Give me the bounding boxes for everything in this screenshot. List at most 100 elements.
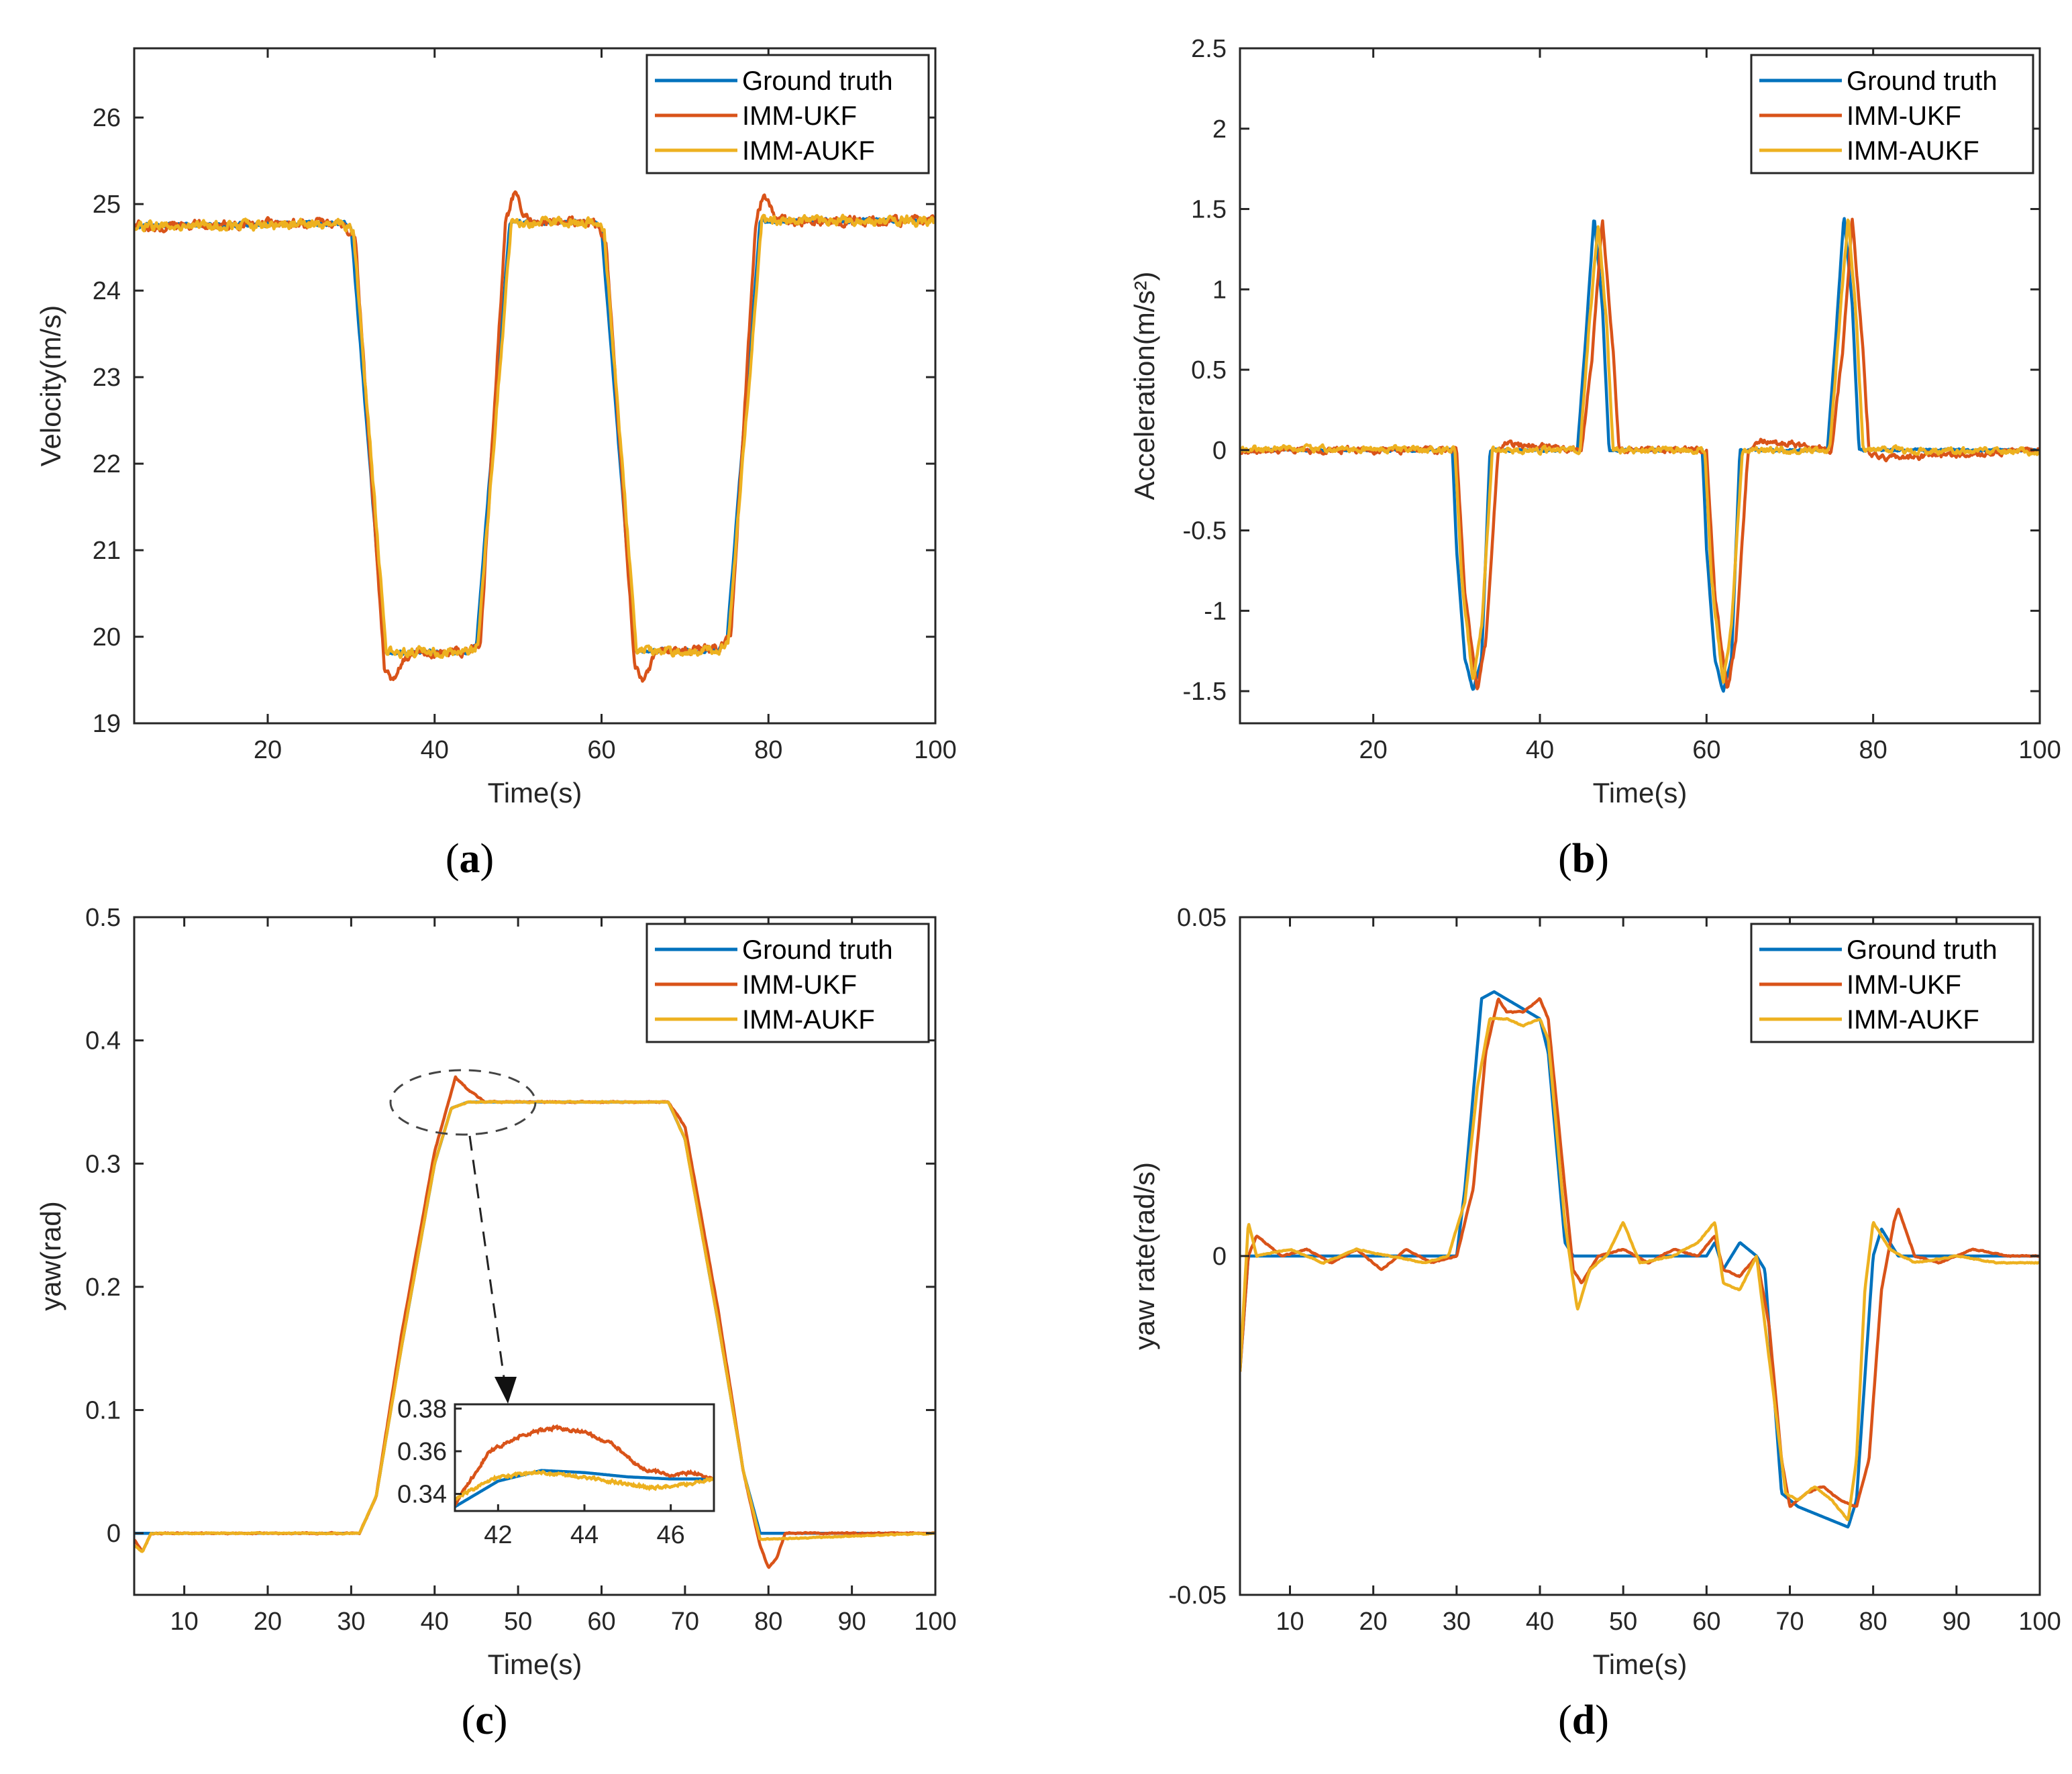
legend-entry: IMM-UKF — [742, 970, 857, 1000]
inset-series-line — [455, 1469, 714, 1508]
y-tick-label: 0.3 — [85, 1150, 121, 1178]
x-tick-label: 30 — [337, 1608, 365, 1636]
inset-x-tick-label: 46 — [657, 1521, 685, 1549]
y-tick-label: 0.5 — [85, 904, 121, 932]
x-tick-label: 100 — [2018, 736, 2061, 764]
panel-b: 20 40 60 80 100 -1.5 -1 -0.5 0 0.5 1 1.5 2 2.5 Time(s)… — [1129, 35, 2061, 882]
x-tick-label: 80 — [754, 1608, 782, 1636]
zoom-highlight-ellipse — [389, 1069, 537, 1136]
x-tick-label: 30 — [1443, 1608, 1471, 1636]
series-line-ground-truth — [134, 216, 935, 657]
y-tick-label: 25 — [93, 191, 121, 219]
zoom-inset: 42 44 46 0.34 0.36 0.38 — [389, 1069, 715, 1549]
x-tick-label: 90 — [1943, 1608, 1971, 1636]
y-tick-label: 0 — [1212, 1243, 1227, 1271]
x-tick-label: 20 — [1359, 1608, 1388, 1636]
x-tick-label: 80 — [1859, 736, 1887, 764]
inset-y-tick-label: 0.38 — [397, 1395, 447, 1423]
legend: Ground truth IMM-UKF IMM-AUKF — [645, 923, 930, 1043]
x-tick-label: 60 — [1692, 1608, 1720, 1636]
plot-area — [1240, 990, 2040, 1529]
legend-entry: Ground truth — [742, 935, 893, 965]
x-tick-label: 50 — [504, 1608, 532, 1636]
y-axis-label: yaw(rad) — [35, 1201, 66, 1310]
y-tick-label: 0.2 — [85, 1273, 121, 1302]
legend: Ground truth IMM-UKF IMM-AUKF — [645, 54, 930, 174]
inset-y-tick-label: 0.36 — [397, 1438, 447, 1466]
y-tick-label: 0.1 — [85, 1397, 121, 1425]
series-line-imm-aukf — [1240, 1016, 2040, 1522]
legend-entry: IMM-AUKF — [1847, 1005, 1979, 1035]
legend-entry: IMM-AUKF — [742, 136, 875, 166]
y-tick-label: 0 — [107, 1520, 121, 1548]
plot-area — [134, 190, 935, 683]
panel-d: 10 20 30 40 50 60 70 80 90 100 -0.05 0 0.05 Time(s) ya… — [1129, 904, 2061, 1743]
legend-entry: IMM-UKF — [742, 101, 857, 131]
legend-entry: IMM-UKF — [1847, 970, 1961, 1000]
zoom-arrow-line — [468, 1135, 506, 1383]
y-tick-label: 1.5 — [1191, 196, 1227, 224]
legend-entry: Ground truth — [1847, 66, 1998, 96]
x-tick-label: 20 — [254, 736, 282, 764]
y-tick-label: 0.05 — [1177, 904, 1227, 932]
inset-x-tick-label: 44 — [570, 1521, 599, 1549]
y-tick-label: 2 — [1212, 115, 1227, 144]
y-axis-label: Acceleration(m/s²) — [1129, 272, 1160, 501]
x-tick-label: 90 — [837, 1608, 866, 1636]
x-tick-label: 20 — [254, 1608, 282, 1636]
panel-label: (d) — [1558, 1698, 1609, 1743]
y-axis-label: yaw rate(rad/s) — [1129, 1162, 1160, 1350]
x-axis-label: Time(s) — [488, 777, 582, 808]
panel-c: 10 20 30 40 50 60 70 80 90 100 0 0.1 0.2 0.3 0.4 0.5 Tim… — [35, 904, 957, 1743]
axes-frame — [1239, 47, 2041, 725]
legend-entry: IMM-UKF — [1847, 101, 1961, 131]
y-tick-label: 0.4 — [85, 1027, 121, 1055]
x-tick-label: 60 — [587, 736, 615, 764]
inset-series-line — [455, 1424, 714, 1507]
axes-frame — [133, 916, 937, 1596]
series-line-imm-aukf — [134, 213, 935, 660]
x-tick-label: 10 — [170, 1608, 198, 1636]
legend: Ground truth IMM-UKF IMM-AUKF — [1750, 54, 2034, 174]
x-tick-label: 20 — [1359, 736, 1388, 764]
y-tick-label: 24 — [93, 277, 121, 305]
y-tick-label: 1 — [1212, 276, 1227, 304]
y-tick-label: 0 — [1212, 437, 1227, 465]
x-tick-label: 80 — [1859, 1608, 1887, 1636]
inset-background — [455, 1404, 714, 1511]
x-tick-label: 40 — [421, 736, 449, 764]
y-tick-label: 2.5 — [1191, 35, 1227, 63]
x-tick-label: 80 — [754, 736, 782, 764]
legend: Ground truth IMM-UKF IMM-AUKF — [1750, 923, 2034, 1043]
zoom-arrow-head — [495, 1377, 517, 1404]
legend-entry: IMM-AUKF — [742, 1005, 875, 1035]
x-tick-label: 40 — [1526, 736, 1554, 764]
x-tick-label: 40 — [421, 1608, 449, 1636]
x-tick-label: 60 — [1692, 736, 1720, 764]
x-tick-label: 40 — [1526, 1608, 1554, 1636]
y-tick-label: 26 — [93, 104, 121, 132]
panel-label: (a) — [446, 836, 494, 882]
panel-label: (b) — [1558, 836, 1609, 882]
inset-x-tick-label: 42 — [484, 1521, 512, 1549]
series-line-imm-ukf — [134, 190, 935, 683]
panel-a: 20 40 60 80 100 19 20 21 22 23 24 25 26 Time(s) Veloci… — [35, 47, 957, 882]
legend-entry: IMM-AUKF — [1847, 136, 1979, 166]
legend-entry: Ground truth — [1847, 935, 1998, 965]
x-tick-label: 70 — [1775, 1608, 1804, 1636]
y-tick-label: 23 — [93, 364, 121, 392]
y-axis-label: Velocity(m/s) — [35, 305, 66, 466]
y-tick-label: 21 — [93, 537, 121, 565]
series-line-imm-aukf — [1240, 218, 2040, 684]
series-line-imm-ukf — [1240, 217, 2040, 690]
inset-y-tick-label: 0.34 — [397, 1481, 447, 1509]
x-tick-label: 50 — [1609, 1608, 1637, 1636]
y-tick-label: -0.5 — [1183, 517, 1227, 545]
x-tick-label: 100 — [914, 736, 956, 764]
y-tick-label: -1.5 — [1183, 678, 1227, 706]
series-line-imm-ukf — [1240, 997, 2040, 1508]
y-tick-label: 20 — [93, 623, 121, 651]
x-tick-label: 60 — [587, 1608, 615, 1636]
x-tick-label: 100 — [914, 1608, 956, 1636]
